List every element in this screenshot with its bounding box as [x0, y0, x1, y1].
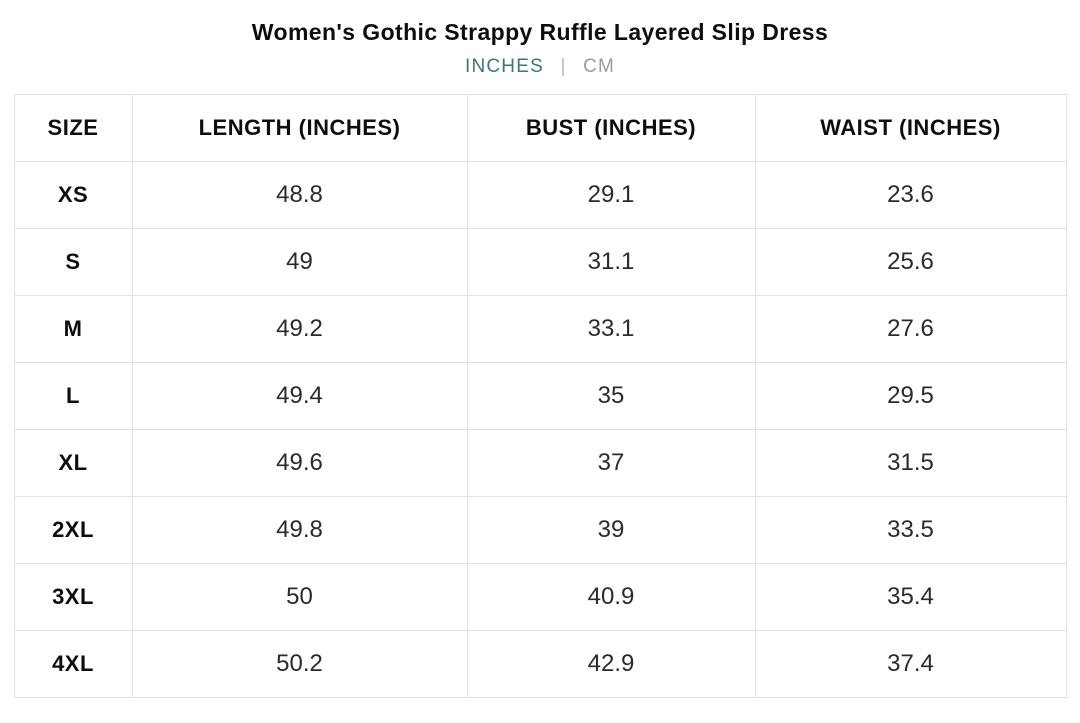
table-row: 3XL 50 40.9 35.4 — [13, 563, 1067, 632]
size-cell: S — [13, 228, 133, 297]
waist-cell: 37.4 — [754, 630, 1067, 699]
tab-inches[interactable]: INCHES — [464, 56, 544, 78]
length-cell: 50 — [131, 563, 468, 632]
length-cell: 49.8 — [131, 496, 468, 565]
bust-cell: 29.1 — [466, 161, 756, 230]
bust-cell: 39 — [466, 496, 756, 565]
waist-cell: 29.5 — [754, 362, 1067, 431]
tab-cm[interactable]: CM — [583, 56, 616, 78]
size-chart-header-row: SIZE LENGTH (INCHES) BUST (INCHES) WAIST (I… — [13, 94, 1067, 163]
waist-cell: 33.5 — [754, 496, 1067, 565]
size-chart-page: Women's Gothic Strappy Ruffle Layered Sl… — [0, 19, 1080, 723]
size-cell: 4XL — [13, 630, 133, 699]
bust-cell: 40.9 — [466, 563, 756, 632]
length-cell: 48.8 — [131, 161, 468, 230]
length-cell: 49.4 — [131, 362, 468, 431]
bust-cell: 42.9 — [466, 630, 756, 699]
size-cell: XS — [13, 161, 133, 230]
length-cell: 49.6 — [131, 429, 468, 498]
size-cell: L — [13, 362, 133, 431]
waist-cell: 31.5 — [754, 429, 1067, 498]
column-header: LENGTH (INCHES) — [131, 94, 468, 163]
unit-toggle-separator: | — [560, 56, 567, 78]
bust-cell: 37 — [466, 429, 756, 498]
waist-cell: 25.6 — [754, 228, 1067, 297]
size-chart-body: XS 48.8 29.1 23.6 S 49 31.1 25.6 M 49.2 33.1 27.6 L 4… — [13, 161, 1067, 699]
table-row: 4XL 50.2 42.9 37.4 — [13, 630, 1067, 699]
size-chart-table: SIZE LENGTH (INCHES) BUST (INCHES) WAIST (I… — [13, 94, 1067, 699]
waist-cell: 23.6 — [754, 161, 1067, 230]
column-header: SIZE — [13, 94, 133, 163]
table-row: 2XL 49.8 39 33.5 — [13, 496, 1067, 565]
bust-cell: 33.1 — [466, 295, 756, 364]
table-row: S 49 31.1 25.6 — [13, 228, 1067, 297]
column-header: WAIST (INCHES) — [754, 94, 1067, 163]
table-row: M 49.2 33.1 27.6 — [13, 295, 1067, 364]
page-title: Women's Gothic Strappy Ruffle Layered Sl… — [251, 19, 829, 45]
waist-cell: 27.6 — [754, 295, 1067, 364]
size-cell: M — [13, 295, 133, 364]
bust-cell: 35 — [466, 362, 756, 431]
size-cell: XL — [13, 429, 133, 498]
length-cell: 50.2 — [131, 630, 468, 699]
column-header: BUST (INCHES) — [466, 94, 756, 163]
bust-cell: 31.1 — [466, 228, 756, 297]
length-cell: 49 — [131, 228, 468, 297]
table-row: L 49.4 35 29.5 — [13, 362, 1067, 431]
table-row: XS 48.8 29.1 23.6 — [13, 161, 1067, 230]
length-cell: 49.2 — [131, 295, 468, 364]
size-cell: 2XL — [13, 496, 133, 565]
unit-toggle: INCHES | CM — [0, 56, 1080, 79]
table-row: XL 49.6 37 31.5 — [13, 429, 1067, 498]
waist-cell: 35.4 — [754, 563, 1067, 632]
size-cell: 3XL — [13, 563, 133, 632]
